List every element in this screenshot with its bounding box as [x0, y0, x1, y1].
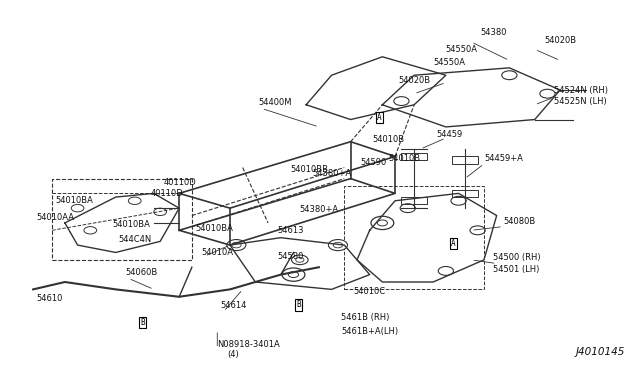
- Circle shape: [378, 220, 387, 226]
- Text: N08918-3401A: N08918-3401A: [217, 340, 280, 349]
- Text: 54010C: 54010C: [354, 287, 386, 296]
- Text: 54400M: 54400M: [259, 99, 292, 108]
- Text: 5461B (RH): 5461B (RH): [341, 312, 390, 321]
- Circle shape: [232, 242, 241, 248]
- Text: 54590: 54590: [360, 157, 387, 167]
- Circle shape: [129, 197, 141, 205]
- Circle shape: [289, 272, 298, 278]
- Circle shape: [502, 71, 517, 80]
- Text: 54380+A: 54380+A: [312, 169, 351, 177]
- Text: 54010A: 54010A: [202, 248, 234, 257]
- Circle shape: [328, 240, 348, 251]
- Circle shape: [371, 216, 394, 230]
- Text: 54060B: 54060B: [125, 268, 157, 277]
- Text: 54020B: 54020B: [544, 36, 577, 45]
- Circle shape: [333, 242, 342, 248]
- Circle shape: [71, 205, 84, 212]
- Circle shape: [394, 97, 409, 106]
- Text: 54610: 54610: [36, 294, 63, 303]
- Text: 54501 (LH): 54501 (LH): [493, 264, 540, 273]
- Circle shape: [154, 208, 166, 215]
- Text: 54010BA: 54010BA: [195, 224, 233, 233]
- Circle shape: [540, 89, 555, 98]
- Text: 54010BA: 54010BA: [113, 220, 150, 229]
- Text: 54020B: 54020B: [398, 76, 430, 85]
- Text: 54459+A: 54459+A: [484, 154, 523, 163]
- Text: 54380: 54380: [481, 28, 508, 37]
- Text: 54550A: 54550A: [446, 45, 478, 54]
- Text: 54010AA: 54010AA: [36, 213, 74, 222]
- Text: 54010B: 54010B: [388, 154, 421, 163]
- Text: A: A: [451, 239, 456, 248]
- Circle shape: [470, 226, 485, 235]
- Text: 54010BB: 54010BB: [291, 165, 328, 174]
- Text: 54613: 54613: [278, 226, 304, 235]
- Text: 54525N (LH): 54525N (LH): [554, 97, 607, 106]
- Text: 54010BA: 54010BA: [56, 196, 93, 205]
- Text: 54459: 54459: [436, 130, 463, 139]
- Circle shape: [84, 227, 97, 234]
- Text: 54614: 54614: [220, 301, 247, 311]
- Text: 54524N (RH): 54524N (RH): [554, 86, 608, 94]
- Circle shape: [400, 204, 415, 212]
- Circle shape: [451, 196, 466, 205]
- Text: 40110D: 40110D: [150, 189, 183, 198]
- Circle shape: [227, 240, 246, 251]
- Circle shape: [282, 268, 305, 281]
- Text: (4): (4): [227, 350, 239, 359]
- Text: 40110D: 40110D: [163, 178, 196, 187]
- Circle shape: [296, 257, 304, 262]
- Text: 54580: 54580: [278, 251, 304, 261]
- Text: J4010145: J4010145: [576, 347, 625, 357]
- Text: 544C4N: 544C4N: [119, 235, 152, 244]
- Text: 54380+A: 54380+A: [300, 205, 339, 215]
- Text: 54500 (RH): 54500 (RH): [493, 253, 541, 263]
- Text: A: A: [377, 113, 381, 122]
- Text: 54080B: 54080B: [503, 217, 535, 225]
- Text: B: B: [296, 300, 301, 310]
- Text: B: B: [140, 318, 145, 327]
- Circle shape: [438, 266, 454, 275]
- Text: 54550A: 54550A: [433, 58, 465, 67]
- Circle shape: [292, 255, 308, 264]
- Text: 54010B: 54010B: [373, 135, 405, 144]
- Text: 5461B+A(LH): 5461B+A(LH): [341, 327, 398, 336]
